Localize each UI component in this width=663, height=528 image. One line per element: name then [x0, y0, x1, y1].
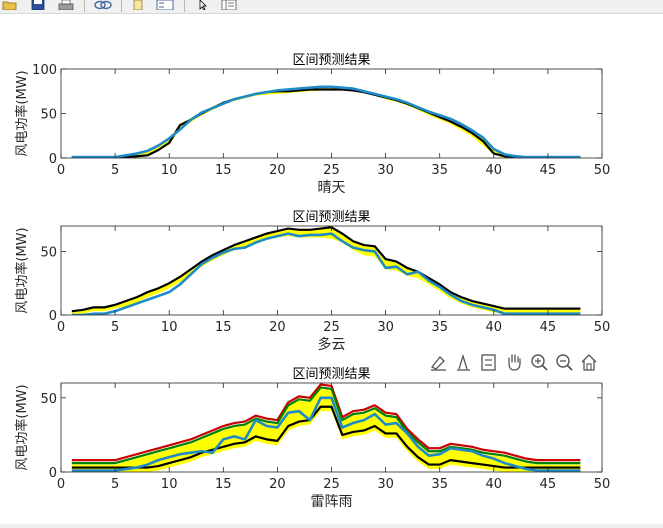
y-tick-label: 50	[40, 245, 57, 260]
series-line-4	[71, 396, 581, 472]
x-tick-label: 45	[540, 163, 557, 178]
series-line-3	[71, 405, 581, 469]
brush-icon[interactable]	[430, 356, 446, 371]
axes-toolbar	[430, 353, 597, 371]
insert-colorbar-icon[interactable]	[131, 0, 145, 10]
x-tick-label: 5	[111, 320, 119, 335]
y-axis-label: 风电功率(MW)	[14, 70, 30, 156]
chart-title: 区间预测结果	[292, 367, 370, 382]
series-line-1	[71, 383, 581, 462]
toolbar-separator	[84, 0, 85, 12]
toolbar-separator	[121, 0, 122, 12]
x-tick-label: 10	[161, 320, 178, 335]
x-tick-label: 35	[431, 477, 448, 492]
chart-title: 区间预测结果	[292, 53, 370, 68]
y-tick-label: 0	[49, 466, 57, 481]
x-tick-label: 35	[431, 320, 448, 335]
x-tick-label: 5	[111, 477, 119, 492]
series-line-2	[71, 386, 581, 465]
x-tick-label: 35	[431, 163, 448, 178]
figure-svg: 0 5 10 15 20 25 30 35 40 45 50050100区间预测结果晴天风电功率(M…	[14, 53, 610, 510]
chart-title: 区间预测结果	[292, 210, 370, 225]
x-tick-label: 50	[594, 320, 611, 335]
x-axis-label: 晴天	[318, 180, 346, 196]
plot-content	[71, 85, 581, 158]
x-tick-label: 10	[161, 477, 178, 492]
zoom-in-icon[interactable]	[531, 354, 548, 371]
x-tick-label: 45	[540, 477, 557, 492]
series-line-1	[71, 88, 581, 158]
y-axis-label: 风电功率(MW)	[14, 227, 30, 313]
plot-content	[71, 226, 581, 315]
x-tick-label: 50	[594, 477, 611, 492]
x-axis-label: 雷阵雨	[311, 494, 353, 510]
x-tick-label: 20	[269, 477, 286, 492]
insert-legend-icon[interactable]	[156, 0, 174, 10]
x-tick-label: 25	[323, 477, 340, 492]
x-tick-label: 40	[486, 320, 503, 335]
x-tick-label: 0	[57, 477, 65, 492]
x-tick-label: 30	[377, 320, 394, 335]
y-axis-label: 风电功率(MW)	[14, 384, 30, 470]
legend-toggle-icon[interactable]	[481, 354, 496, 371]
x-tick-label: 15	[215, 163, 232, 178]
plot-area	[61, 69, 602, 158]
series-line-2	[71, 232, 581, 315]
x-tick-label: 15	[215, 320, 232, 335]
pan-hand-icon[interactable]	[508, 354, 521, 371]
x-tick-label: 25	[323, 320, 340, 335]
x-tick-label: 10	[161, 163, 178, 178]
y-tick-label: 50	[40, 392, 57, 407]
figure-toolbar	[0, 0, 663, 14]
home-icon[interactable]	[581, 354, 597, 371]
link-icon[interactable]	[94, 0, 112, 10]
figure-canvas: 0 5 10 15 20 25 30 35 40 45 50 0 50 100 区间预测结果 晴天 风电功率(M…	[0, 14, 663, 524]
x-tick-label: 40	[486, 477, 503, 492]
y-tick-label: 50	[40, 108, 57, 123]
plot-content	[71, 383, 581, 472]
property-inspector-icon[interactable]	[220, 0, 238, 10]
x-tick-label: 30	[377, 163, 394, 178]
x-tick-label: 0	[57, 320, 65, 335]
x-tick-label: 40	[486, 163, 503, 178]
pointer-icon[interactable]	[196, 0, 210, 10]
y-tick-label: 100	[32, 63, 57, 78]
x-tick-label: 50	[594, 163, 611, 178]
x-tick-label: 30	[377, 477, 394, 492]
x-tick-label: 20	[269, 320, 286, 335]
y-tick-label: 0	[49, 309, 57, 324]
x-axis-label: 多云	[318, 336, 346, 353]
x-tick-label: 45	[540, 320, 557, 335]
toolbar-separator	[184, 0, 185, 12]
data-tip-icon[interactable]	[457, 353, 470, 371]
x-tick-label: 20	[269, 163, 286, 178]
interval-band	[71, 227, 581, 314]
x-tick-label: 25	[323, 163, 340, 178]
open-icon[interactable]	[2, 0, 18, 10]
plot-area	[61, 226, 602, 315]
print-icon[interactable]	[58, 0, 74, 10]
series-line-2	[71, 85, 581, 158]
series-line-1	[71, 226, 581, 313]
y-tick-label: 0	[49, 152, 57, 167]
save-icon[interactable]	[30, 0, 46, 10]
x-tick-label: 0	[57, 163, 65, 178]
x-tick-label: 15	[215, 477, 232, 492]
x-tick-label: 5	[111, 163, 119, 178]
zoom-out-icon[interactable]	[556, 354, 573, 371]
